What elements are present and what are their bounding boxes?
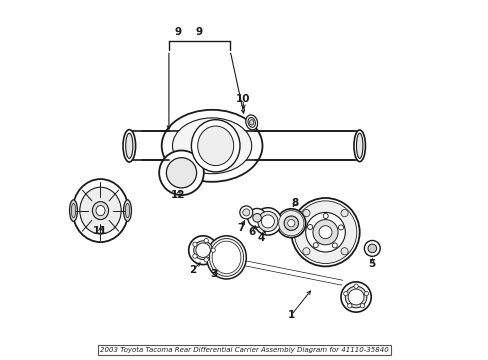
Text: 5: 5 [368,258,375,269]
Circle shape [318,226,331,239]
Text: 8: 8 [291,198,298,208]
Ellipse shape [69,200,77,221]
Ellipse shape [209,238,243,276]
Circle shape [196,243,210,257]
Circle shape [302,210,309,217]
Circle shape [305,212,345,252]
Circle shape [340,282,370,312]
Circle shape [340,210,347,217]
Ellipse shape [80,187,121,234]
Text: 2: 2 [188,265,196,275]
Ellipse shape [206,236,246,279]
Text: 3: 3 [210,269,217,279]
Ellipse shape [125,203,129,218]
Text: 4: 4 [257,233,264,243]
Circle shape [338,225,343,230]
Ellipse shape [123,130,135,162]
Ellipse shape [197,126,233,166]
Text: 7: 7 [237,222,244,233]
Circle shape [312,220,337,245]
Circle shape [307,224,312,229]
Circle shape [188,236,217,265]
Circle shape [192,242,197,247]
Circle shape [313,243,318,248]
Text: 12: 12 [170,190,185,201]
Circle shape [294,201,356,264]
Text: 1: 1 [287,310,294,320]
Circle shape [364,292,368,296]
Text: 10: 10 [235,94,249,104]
Circle shape [239,206,252,219]
Circle shape [211,248,215,252]
Circle shape [353,284,358,288]
Circle shape [287,220,294,227]
Circle shape [203,258,208,262]
Circle shape [278,211,303,236]
Ellipse shape [125,133,133,158]
Circle shape [360,303,364,308]
Ellipse shape [172,118,251,174]
Circle shape [284,216,298,230]
Circle shape [367,244,376,253]
Text: 9: 9 [174,27,181,37]
Circle shape [340,248,347,255]
Circle shape [347,303,351,308]
FancyBboxPatch shape [129,131,359,160]
Circle shape [254,208,281,235]
Ellipse shape [72,179,128,242]
Circle shape [345,286,366,308]
Circle shape [252,213,261,222]
Text: 6: 6 [247,227,255,237]
Ellipse shape [92,202,108,220]
Ellipse shape [247,117,255,127]
Polygon shape [215,255,342,285]
Circle shape [364,240,380,256]
Ellipse shape [249,120,253,125]
Text: 2003 Toyota Tacoma Rear Differential Carrier Assembly Diagram for 41110-35840: 2003 Toyota Tacoma Rear Differential Car… [100,347,388,353]
Text: 11: 11 [93,226,107,236]
Circle shape [242,209,249,216]
Text: 9: 9 [196,27,203,37]
Circle shape [343,292,347,296]
Circle shape [166,158,196,188]
Circle shape [332,243,337,248]
Ellipse shape [123,200,131,221]
Ellipse shape [245,115,257,130]
Circle shape [193,241,212,260]
Ellipse shape [162,110,262,182]
Circle shape [203,238,208,243]
Ellipse shape [212,241,241,274]
Ellipse shape [353,130,365,162]
Circle shape [261,215,274,228]
Circle shape [247,208,266,227]
Ellipse shape [356,133,362,158]
Circle shape [302,248,309,255]
Circle shape [159,150,203,195]
Circle shape [323,213,327,219]
Circle shape [192,254,197,258]
Circle shape [276,209,305,238]
Circle shape [257,211,277,231]
Circle shape [291,198,359,266]
Ellipse shape [191,120,240,172]
Ellipse shape [96,206,105,216]
Ellipse shape [71,203,76,218]
Circle shape [347,289,363,305]
